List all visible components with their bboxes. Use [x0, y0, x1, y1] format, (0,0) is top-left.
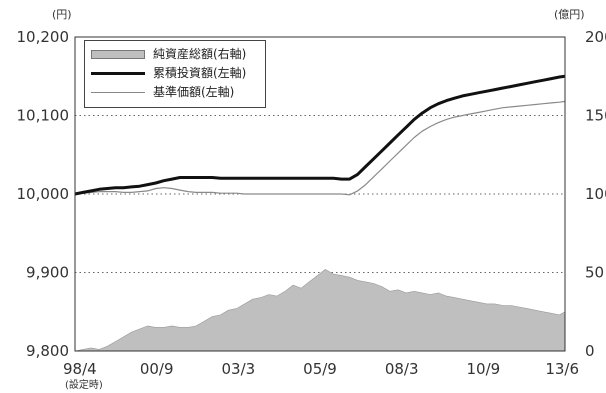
right-tick-label: 200: [585, 28, 606, 46]
legend-label: 基準価額(左軸): [153, 83, 234, 102]
x-tick-label: 00/9: [140, 360, 174, 378]
x-axis-ticks: 98/4 00/9 03/3 05/9 08/3 10/9 13/6 (設定時): [63, 360, 579, 391]
net-assets-area: [75, 269, 565, 351]
legend-swatch-thick-line: [91, 72, 145, 75]
x-tick-label: 08/3: [385, 360, 419, 378]
right-tick-label: 150: [585, 107, 606, 125]
legend-label: 累積投資額(左軸): [153, 64, 246, 83]
legend-item-nav: 基準価額(左軸): [91, 83, 259, 102]
x-tick-label: 05/9: [303, 360, 337, 378]
left-axis-unit: (円): [52, 6, 72, 22]
right-axis-ticks: 0 50 100 150 200: [585, 28, 606, 360]
x-tick-label: 10/9: [466, 360, 500, 378]
right-tick-label: 50: [585, 264, 604, 282]
x-tick-sublabel: (設定時): [65, 378, 103, 391]
x-tick-label: 13/6: [545, 360, 579, 378]
legend-swatch-thin-line: [91, 92, 145, 93]
left-tick-label: 10,200: [17, 28, 70, 46]
left-tick-label: 9,900: [26, 264, 69, 282]
x-tick-label: 03/3: [221, 360, 255, 378]
net-assets-area-layer: [75, 269, 565, 351]
left-tick-label: 10,000: [17, 185, 70, 203]
legend-item-net-assets: 純資産総額(右軸): [91, 45, 259, 64]
right-tick-label: 0: [585, 342, 595, 360]
right-tick-label: 100: [585, 185, 606, 203]
right-axis-unit: (億円): [554, 6, 585, 22]
left-tick-label: 9,800: [26, 342, 69, 360]
legend: 純資産総額(右軸) 累積投資額(左軸) 基準価額(左軸): [84, 40, 266, 108]
legend-label: 純資産総額(右軸): [153, 45, 246, 64]
legend-swatch-area: [91, 50, 145, 59]
left-tick-label: 10,100: [17, 107, 70, 125]
legend-item-cumulative-investment: 累積投資額(左軸): [91, 64, 259, 83]
x-tick-label: 98/4: [63, 360, 97, 378]
left-axis-ticks: 9,800 9,900 10,000 10,100 10,200: [17, 28, 70, 360]
